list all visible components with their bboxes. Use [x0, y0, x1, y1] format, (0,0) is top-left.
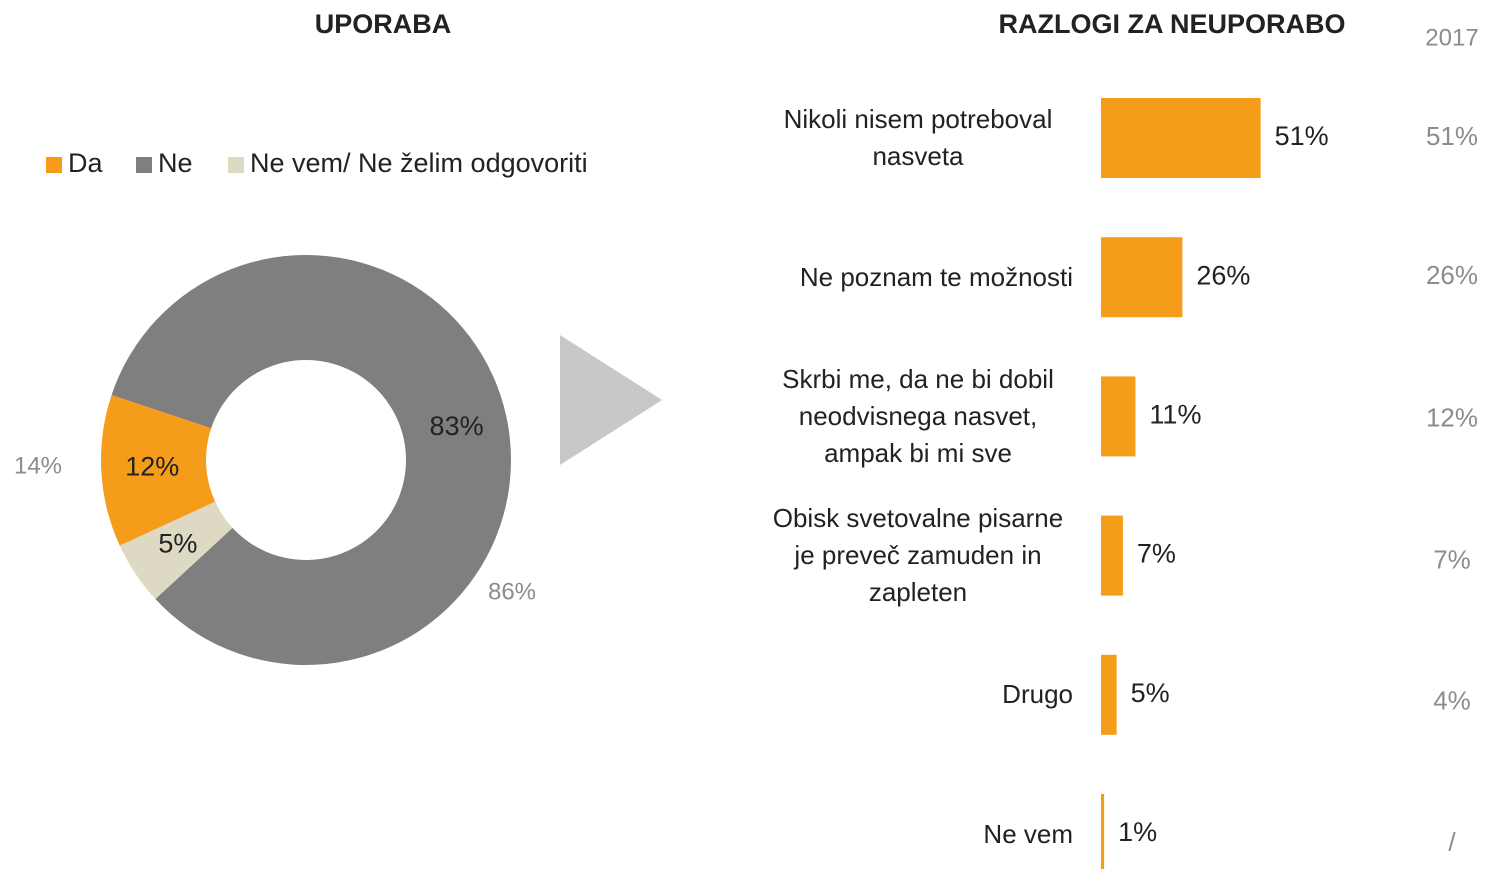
data-label: 51% [1275, 121, 1329, 151]
comparison-label: 51% [1426, 121, 1478, 151]
chart: UPORABA RAZLOGI ZA NEUPORABO 12% 14% 83% 86… [14, 9, 1479, 869]
comparison-label: 14% [14, 452, 62, 479]
bar [1101, 794, 1105, 869]
category-label: Obisk svetovalne pisarne je preveč zamud… [772, 503, 1064, 608]
chart-title: UPORABA [315, 9, 452, 39]
category-label-box: Ne poznam te možnosti [763, 217, 1073, 337]
page: UPORABA RAZLOGI ZA NEUPORABO 12% 14% 83% 86… [13, 9, 1479, 869]
data-label: 26% [1196, 260, 1250, 290]
data-label: 12% [125, 451, 179, 481]
legend-label: Ne vem/ Ne želim odgovoriti [250, 148, 588, 178]
data-label: 1% [1118, 817, 1157, 847]
category-label: Drugo [1002, 679, 1073, 710]
comparison-label: 12% [1426, 402, 1478, 432]
data-label: 7% [1137, 539, 1176, 569]
chart-title: RAZLOGI ZA NEUPORABO [999, 9, 1346, 39]
legend-swatch [46, 157, 62, 173]
comparison-label: 26% [1426, 260, 1478, 290]
comparison-label: 4% [1433, 686, 1471, 716]
category-label-box: Drugo [763, 635, 1073, 755]
donut-slice [101, 394, 216, 546]
legend-swatch [228, 157, 244, 173]
comparison-header: 2017 [1425, 24, 1478, 51]
data-label: 5% [1131, 678, 1170, 708]
data-label: 5% [158, 529, 197, 559]
bar [1101, 237, 1183, 318]
category-label-box: Skrbi me, da ne bi dobil neodvisnega nas… [763, 356, 1073, 476]
data-label: 11% [1149, 400, 1201, 430]
category-label: Nikoli nisem potreboval nasveta [783, 104, 1053, 171]
arrow [560, 335, 662, 465]
comparison-label: 7% [1433, 544, 1471, 574]
legend-label: Ne [158, 148, 193, 178]
category-label: Skrbi me, da ne bi dobil neodvisnega nas… [782, 363, 1054, 468]
bar [1101, 515, 1123, 596]
data-label: 83% [430, 411, 484, 441]
comparison-label: / [1448, 827, 1456, 857]
comparison-label: 86% [488, 578, 536, 605]
donut-slice [111, 254, 511, 665]
category-label-box: Nikoli nisem potreboval nasveta [763, 78, 1073, 198]
bar [1101, 654, 1117, 735]
bar [1101, 376, 1136, 457]
bar [1101, 98, 1261, 178]
category-label-box: Obisk svetovalne pisarne je preveč zamud… [763, 496, 1073, 616]
category-label: Ne vem [983, 818, 1073, 849]
donut-slice [119, 501, 233, 600]
category-label: Ne poznam te možnosti [799, 261, 1073, 292]
legend-swatch [136, 157, 152, 173]
category-label-box: Ne vem [763, 774, 1073, 894]
legend-label: Da [68, 148, 103, 178]
